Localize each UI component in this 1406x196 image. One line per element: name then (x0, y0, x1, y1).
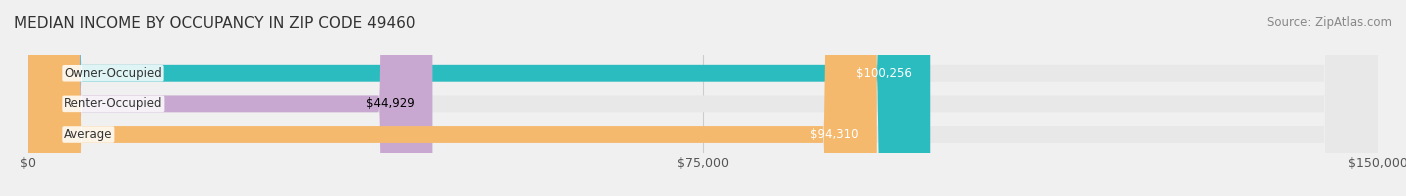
Text: $100,256: $100,256 (856, 67, 912, 80)
Text: $94,310: $94,310 (810, 128, 859, 141)
Text: Renter-Occupied: Renter-Occupied (65, 97, 163, 110)
FancyBboxPatch shape (28, 0, 1378, 196)
FancyBboxPatch shape (28, 0, 877, 196)
Text: Average: Average (65, 128, 112, 141)
FancyBboxPatch shape (28, 0, 931, 196)
Text: MEDIAN INCOME BY OCCUPANCY IN ZIP CODE 49460: MEDIAN INCOME BY OCCUPANCY IN ZIP CODE 4… (14, 16, 416, 31)
Text: Owner-Occupied: Owner-Occupied (65, 67, 162, 80)
FancyBboxPatch shape (28, 0, 1378, 196)
Text: Source: ZipAtlas.com: Source: ZipAtlas.com (1267, 16, 1392, 29)
Text: $44,929: $44,929 (366, 97, 415, 110)
FancyBboxPatch shape (28, 0, 1378, 196)
FancyBboxPatch shape (28, 0, 433, 196)
